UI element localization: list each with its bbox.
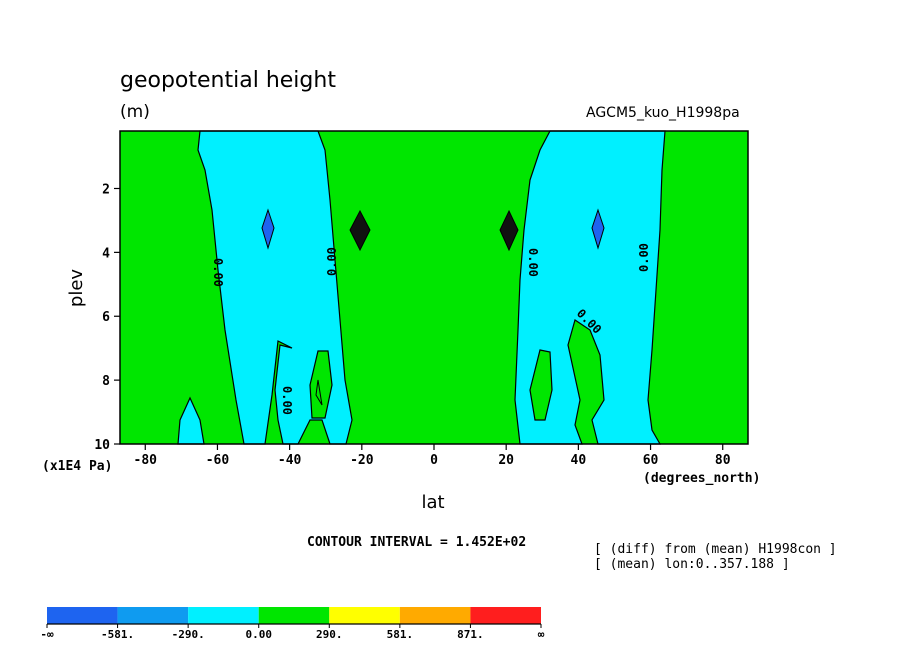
colorbar-label: -290. — [172, 628, 205, 641]
colorbar-label: -∞ — [40, 628, 54, 641]
x-axis: -80 -60 -40 -20 0 20 40 60 80 — [134, 444, 731, 468]
x-axis-unit: (degrees_north) — [643, 471, 761, 486]
x-axis-title: lat — [421, 492, 444, 513]
y-tick-label: 10 — [94, 438, 110, 453]
contour-label: 0.00 — [526, 248, 540, 277]
feature-small-diamond-south — [261, 208, 275, 250]
x-tick-label: -20 — [350, 453, 374, 468]
colorbar-swatch — [399, 607, 471, 624]
chart-title: geopotential height — [120, 68, 336, 93]
feature-small-diamond-north — [591, 208, 605, 250]
note-diff: [ (diff) from (mean) H1998con ] — [594, 542, 837, 557]
x-tick-label: 40 — [571, 453, 587, 468]
note-mean: [ (mean) lon:0..357.188 ] — [594, 557, 790, 572]
plot-area: 0.00 0.00 0.00 0.00 0.00 0.00 — [119, 130, 749, 445]
contour-small-south — [315, 379, 323, 406]
feature-diamond-south — [349, 209, 371, 252]
y-axis: 2 4 6 8 10 — [94, 182, 120, 453]
x-tick-label: -40 — [278, 453, 302, 468]
colorbar-label: 290. — [316, 628, 343, 641]
colorbar-label: ∞ — [538, 628, 545, 641]
contour-label: 0.00 — [325, 247, 339, 276]
region-negative-south — [197, 130, 353, 445]
contour-label: 0.00 — [211, 258, 225, 287]
region-positive-island-north — [529, 349, 553, 421]
chart-units: (m) — [120, 102, 150, 122]
x-tick-label: -60 — [206, 453, 230, 468]
colorbar-swatch — [188, 607, 259, 624]
x-tick-label: 0 — [430, 453, 438, 468]
y-axis-unit: (x1E4 Pa) — [42, 459, 113, 474]
colorbar-swatch — [117, 607, 189, 624]
contour-label: 0.00 — [637, 243, 651, 272]
colorbar-label: -581. — [101, 628, 134, 641]
y-tick-label: 4 — [102, 246, 110, 261]
feature-diamond-north — [499, 209, 519, 252]
colorbar-label: 581. — [387, 628, 414, 641]
y-tick-label: 6 — [102, 310, 110, 325]
colorbar-label: 871. — [457, 628, 484, 641]
x-tick-label: 20 — [498, 453, 514, 468]
colorbar-swatch — [258, 607, 330, 624]
y-tick-label: 2 — [102, 182, 110, 197]
contour-interval: CONTOUR INTERVAL = 1.452E+02 — [307, 535, 527, 550]
y-tick-label: 8 — [102, 374, 110, 389]
colorbar-swatch — [329, 607, 400, 624]
colorbar: -∞ -581. -290. 0.00 290. 581. 871. ∞ — [40, 607, 545, 641]
run-label: AGCM5_kuo_H1998pa — [586, 105, 740, 121]
contour-label: 0.00 — [280, 386, 294, 415]
x-tick-label: 80 — [715, 453, 731, 468]
region-positive-island-south — [309, 350, 333, 419]
colorbar-swatch — [47, 607, 118, 624]
x-tick-label: 60 — [643, 453, 659, 468]
x-tick-label: -80 — [134, 453, 158, 468]
colorbar-swatch — [470, 607, 541, 624]
region-negative-north — [514, 130, 666, 445]
y-axis-title: plev — [66, 269, 87, 308]
colorbar-label: 0.00 — [245, 628, 272, 641]
